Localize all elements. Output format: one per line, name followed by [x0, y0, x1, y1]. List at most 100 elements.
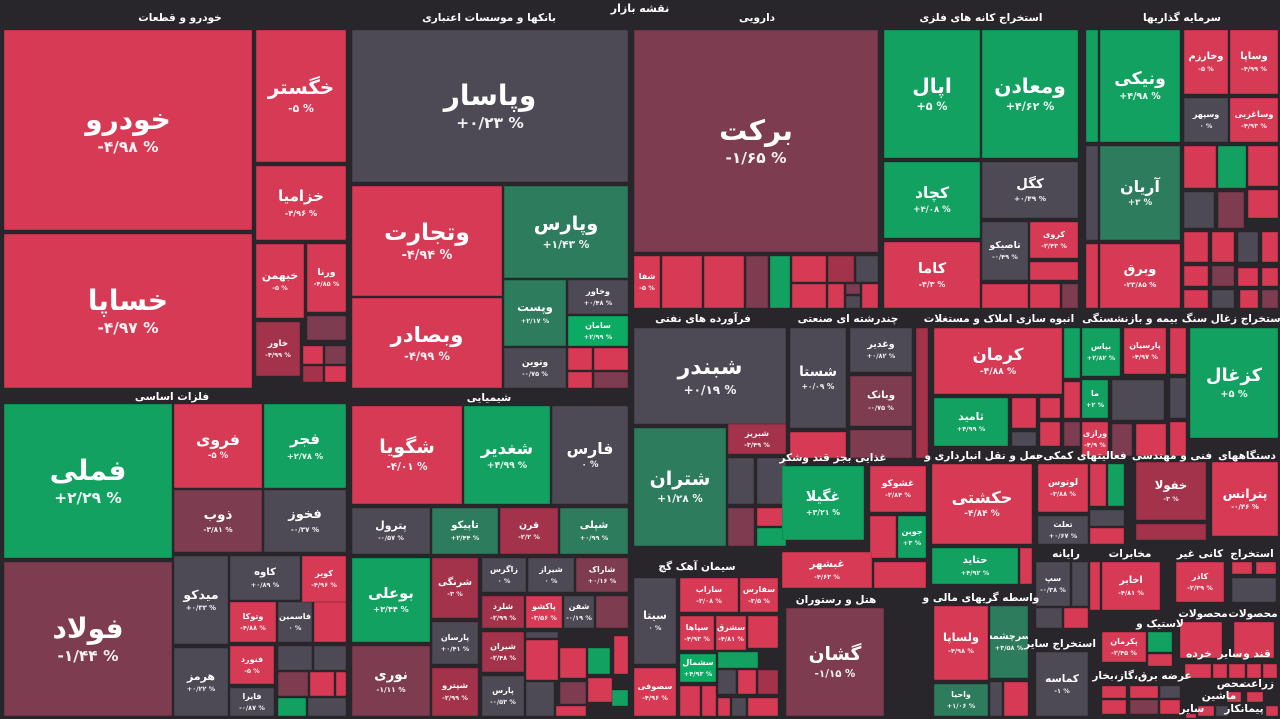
stock-tile[interactable]: پاکشو -۳/۵۶ %	[526, 596, 562, 628]
stock-tile[interactable]: تاصیکو -۰/۴۹ %	[982, 222, 1028, 280]
stock-tile-small[interactable]	[1256, 562, 1276, 574]
stock-tile-small[interactable]	[1102, 700, 1126, 714]
stock-tile-small[interactable]	[1184, 192, 1214, 228]
stock-tile[interactable]: واحیا +۱/۰۶ %	[934, 684, 988, 716]
stock-tile-small[interactable]	[1238, 268, 1258, 286]
stock-tile[interactable]: آریان +۳ %	[1100, 146, 1180, 240]
stock-tile-small[interactable]	[1170, 422, 1186, 456]
stock-tile[interactable]: وبصادر -۴/۹۹ %	[352, 298, 502, 388]
stock-tile[interactable]: خساپا -۴/۹۷ %	[4, 234, 252, 388]
stock-tile-small[interactable]	[728, 458, 754, 504]
stock-tile-small[interactable]	[732, 698, 746, 716]
stock-tile-small[interactable]	[1090, 562, 1100, 610]
stock-tile-small[interactable]	[1112, 380, 1164, 420]
stock-tile[interactable]: خبهمن -۵ %	[256, 244, 304, 318]
stock-tile-small[interactable]	[757, 508, 786, 526]
stock-tile-small[interactable]	[846, 296, 860, 308]
stock-tile-small[interactable]	[1072, 562, 1088, 606]
stock-tile[interactable]: وخارزم -۵ %	[1184, 30, 1228, 94]
stock-tile[interactable]: خودرو -۴/۹۸ %	[4, 30, 252, 230]
stock-tile-small[interactable]	[1020, 548, 1032, 584]
stock-tile-small[interactable]	[1064, 422, 1080, 446]
stock-tile-small[interactable]	[556, 706, 586, 716]
stock-tile-small[interactable]	[1212, 232, 1234, 262]
stock-tile-small[interactable]	[278, 646, 312, 670]
stock-tile-small[interactable]	[757, 528, 786, 546]
stock-tile-small[interactable]	[594, 348, 628, 370]
stock-tile-small[interactable]	[1086, 244, 1098, 308]
stock-tile-small[interactable]	[1247, 692, 1263, 702]
stock-tile-small[interactable]	[614, 636, 628, 674]
stock-tile-small[interactable]	[1130, 686, 1158, 698]
stock-tile-small[interactable]	[1240, 290, 1258, 308]
stock-tile[interactable]: کاما -۴/۳ %	[884, 242, 980, 308]
stock-tile[interactable]: وبرق -۲۳/۸۵ %	[1100, 244, 1180, 308]
stock-tile-small[interactable]	[1212, 290, 1234, 308]
stock-tile[interactable]: کرمان -۴/۸۸ %	[934, 328, 1062, 394]
stock-tile[interactable]: شلرد -۲/۹۹ %	[482, 596, 524, 628]
stock-tile[interactable]: کماسه -۱ %	[1036, 652, 1088, 716]
stock-tile[interactable]: سپ -۰/۳۸ %	[1036, 562, 1070, 606]
stock-tile[interactable]: سصوفی -۴/۹۶ %	[634, 668, 676, 716]
stock-tile-small[interactable]	[870, 516, 896, 558]
stock-tile-small[interactable]	[526, 632, 558, 638]
stock-tile-small[interactable]	[526, 640, 558, 680]
stock-tile[interactable]: سرچشمه +۳/۵۸ %	[990, 606, 1028, 678]
stock-tile[interactable]: پارسیان -۴/۹۷ %	[1124, 328, 1166, 374]
stock-tile-small[interactable]	[1262, 290, 1278, 308]
stock-tile[interactable]: ما +۲ %	[1082, 380, 1108, 418]
stock-tile[interactable]: وخاور +۰/۴۸ %	[568, 280, 628, 314]
stock-tile-small[interactable]	[588, 648, 610, 674]
stock-tile[interactable]: وپست +۲/۱۷ %	[504, 280, 566, 346]
stock-tile-small[interactable]	[1213, 664, 1227, 678]
stock-tile-small[interactable]	[862, 284, 878, 308]
stock-tile-small[interactable]	[1180, 622, 1222, 658]
stock-tile[interactable]: زاگرس ۰ %	[482, 558, 526, 592]
stock-tile[interactable]: وساغربی -۴/۹۳ %	[1230, 98, 1278, 142]
stock-tile-small[interactable]	[612, 690, 628, 706]
stock-tile-small[interactable]	[1064, 382, 1080, 418]
stock-tile[interactable]: شبندر +۰/۱۹ %	[634, 328, 786, 424]
stock-tile[interactable]: کویر -۴/۹۶ %	[302, 556, 346, 602]
stock-tile-small[interactable]	[1248, 190, 1278, 218]
stock-tile-small[interactable]	[1212, 266, 1234, 286]
stock-tile[interactable]: پارس -۰/۵۳ %	[482, 676, 524, 716]
stock-tile-small[interactable]	[1238, 232, 1258, 262]
stock-tile[interactable]: ومعادن +۴/۶۲ %	[982, 30, 1078, 158]
stock-tile[interactable]: تعلت +۰/۶۷ %	[1038, 516, 1088, 544]
stock-tile[interactable]: سپاها -۴/۹۳ %	[680, 616, 714, 650]
stock-tile[interactable]: وتجارت -۴/۹۴ %	[352, 186, 502, 296]
stock-tile[interactable]: ونیکی +۴/۹۸ %	[1100, 30, 1180, 142]
stock-tile[interactable]: ورنا -۴/۸۵ %	[307, 244, 346, 312]
stock-tile-small[interactable]	[303, 366, 323, 382]
stock-tile[interactable]: خاور -۴/۹۹ %	[256, 322, 300, 376]
stock-tile[interactable]: اپال +۵ %	[884, 30, 980, 158]
stock-tile-small[interactable]	[1263, 664, 1277, 678]
stock-tile-small[interactable]	[594, 372, 628, 388]
stock-tile-small[interactable]	[1247, 664, 1261, 678]
stock-tile[interactable]: شگویا -۴/۰۱ %	[352, 406, 462, 504]
stock-tile[interactable]: حکشتی -۴/۸۴ %	[932, 464, 1032, 544]
stock-tile[interactable]: فروی -۵ %	[174, 404, 262, 488]
stock-tile-small[interactable]	[1030, 262, 1078, 280]
stock-tile-small[interactable]	[1040, 422, 1060, 446]
stock-tile-small[interactable]	[1012, 432, 1036, 446]
stock-tile-small[interactable]	[718, 698, 730, 716]
stock-tile-small[interactable]	[1136, 424, 1166, 456]
stock-tile[interactable]: پارسان +۰/۴۱ %	[432, 622, 478, 664]
stock-tile-small[interactable]	[702, 686, 716, 716]
stock-tile[interactable]: خفولا -۳ %	[1136, 462, 1206, 520]
stock-tile[interactable]: وتوکا -۴/۸۸ %	[230, 602, 276, 642]
stock-tile[interactable]: فملی +۲/۲۹ %	[4, 404, 172, 558]
stock-tile[interactable]: سیتا ۰ %	[634, 578, 676, 664]
stock-tile[interactable]: غگیلا +۳/۲۱ %	[782, 466, 864, 540]
stock-tile[interactable]: هرمز +۰/۲۲ %	[174, 648, 228, 716]
stock-tile-small[interactable]	[1036, 608, 1062, 628]
stock-tile[interactable]: کاوه +۰/۸۹ %	[230, 556, 300, 600]
stock-tile-small[interactable]	[1248, 146, 1278, 186]
stock-tile-small[interactable]	[1108, 464, 1124, 506]
stock-tile-small[interactable]	[916, 328, 928, 458]
stock-tile-small[interactable]	[1266, 706, 1278, 716]
stock-tile-small[interactable]	[856, 256, 878, 282]
stock-tile-small[interactable]	[1160, 700, 1180, 714]
